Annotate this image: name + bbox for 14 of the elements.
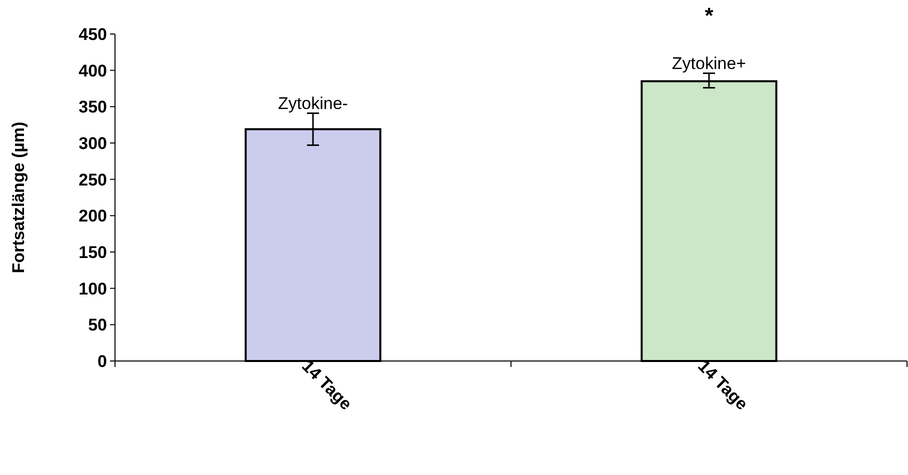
y-tick-label: 200 (78, 206, 107, 226)
series-label: Zytokine+ (672, 54, 746, 74)
y-tick-label: 100 (78, 279, 107, 298)
y-tick-label: 150 (78, 242, 107, 262)
y-tick-label: 450 (78, 24, 107, 44)
y-tick-label: 400 (78, 61, 107, 80)
y-axis-title: Fortsatzlänge (µm) (9, 122, 28, 274)
y-tick-label: 300 (78, 134, 107, 153)
y-tick-label: 250 (78, 170, 107, 190)
text: * (704, 3, 714, 28)
series-label: Zytokine- (278, 94, 348, 114)
y-tick-label: 350 (78, 98, 107, 117)
y-tick-label: 50 (88, 316, 107, 335)
y-tick-label: 0 (98, 352, 107, 371)
